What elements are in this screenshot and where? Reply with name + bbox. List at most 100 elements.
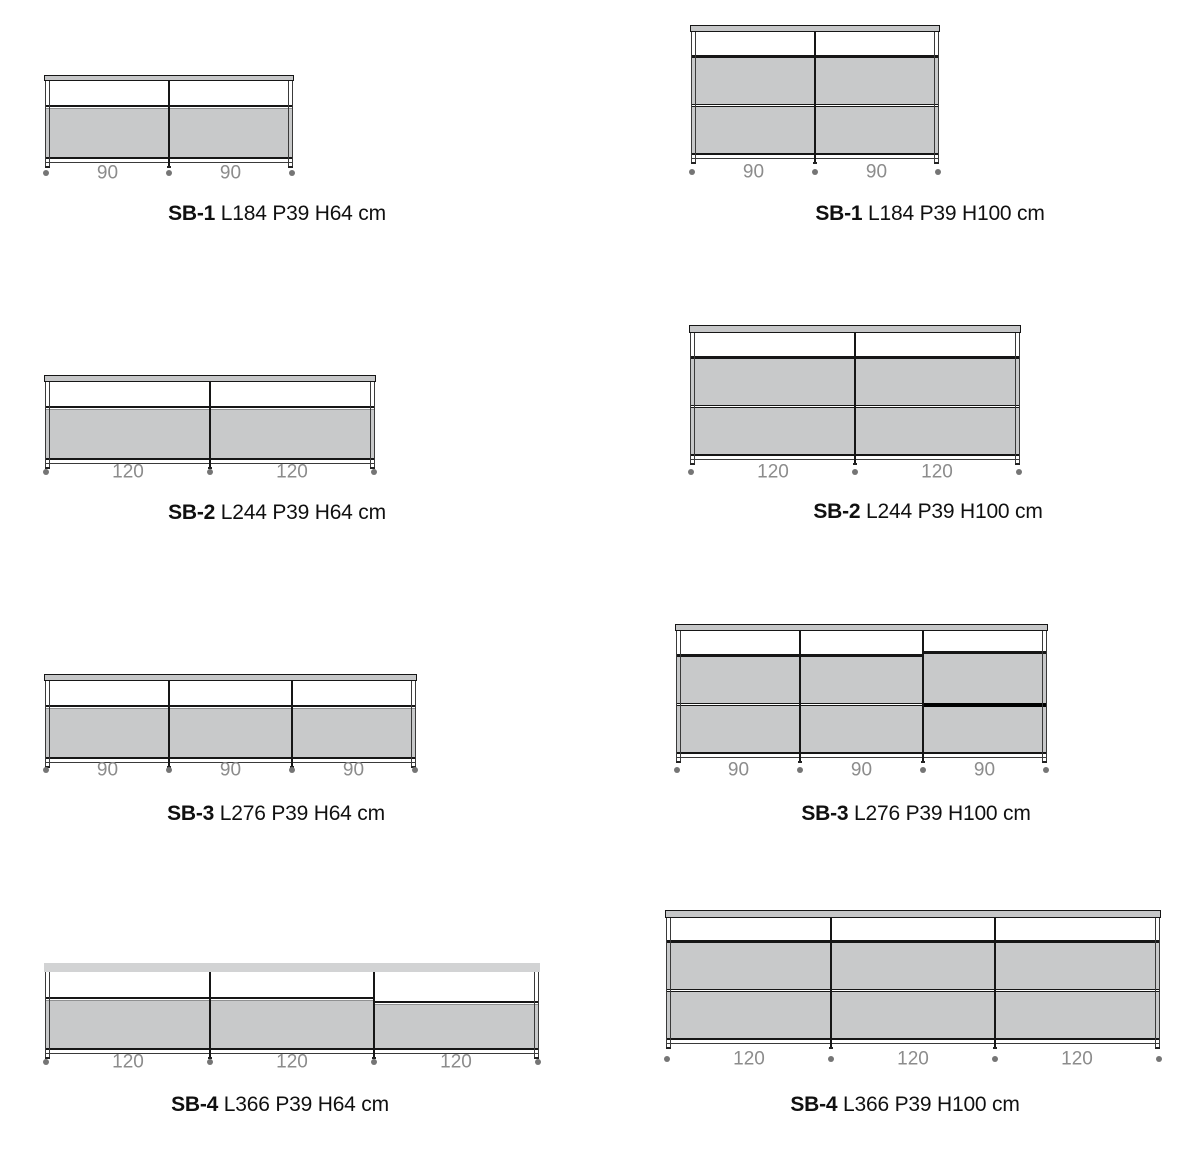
frame-foot [934, 162, 939, 164]
bottom-rail [292, 757, 415, 759]
open-shelf [46, 681, 169, 705]
cabinet-top-panel [689, 325, 1021, 333]
cabinet-module [831, 918, 995, 1040]
frame-leg [922, 631, 924, 762]
bottom-rail [210, 1048, 374, 1050]
cabinet-module [815, 32, 938, 155]
caption-model: SB-4 [171, 1093, 219, 1116]
shelf-rail [831, 940, 995, 943]
dimension-label: 90 [342, 759, 365, 781]
cabinet-body [45, 382, 375, 469]
frame-foot [829, 1047, 833, 1049]
shelf-rail [374, 1001, 538, 1005]
drawer-panel [292, 709, 415, 757]
caption-specs: L244 P39 H100 cm [866, 500, 1043, 523]
dimension-dot [371, 469, 377, 475]
unit-sb2-h64 [44, 375, 376, 469]
drawer-panel [855, 359, 1019, 405]
unit-caption: SB-2 L244 P39 H100 cm [813, 500, 1042, 523]
drawer-divider [923, 703, 1046, 707]
shelf-rail [46, 105, 169, 109]
dimension-dot [535, 1059, 541, 1065]
drawer-panel [800, 657, 923, 703]
base-rail [667, 1043, 1159, 1044]
cabinet-body [690, 333, 1020, 465]
cabinet-top-panel [665, 910, 1161, 918]
dimension-label: 90 [973, 759, 996, 781]
caption-model: SB-3 [801, 802, 849, 825]
drawer-divider [831, 989, 995, 992]
drawer-panel [923, 654, 1046, 703]
base-rail [46, 762, 415, 763]
cabinet-body [691, 32, 939, 164]
frame-foot [370, 467, 375, 469]
frame-foot [921, 761, 925, 763]
unit-sb4-h64 [44, 963, 540, 1059]
frame-foot [208, 1057, 212, 1059]
dimension-dot [412, 767, 418, 773]
cabinet-module [692, 32, 815, 155]
dimension-label: 120 [112, 461, 144, 483]
bottom-rail [995, 1038, 1159, 1040]
drawer-panel [831, 943, 995, 989]
cabinet-module [46, 81, 169, 159]
frame-leg [994, 918, 996, 1048]
unit-caption: SB-3 L276 P39 H100 cm [801, 802, 1030, 825]
drawer-divider [800, 703, 923, 706]
caption-model: SB-3 [167, 802, 215, 825]
bottom-rail [46, 458, 210, 460]
drawer-panel [169, 109, 292, 157]
open-shelf [923, 631, 1046, 651]
caption-specs: L366 P39 H100 cm [843, 1093, 1020, 1116]
caption-model: SB-4 [790, 1093, 838, 1116]
frame-leg [1155, 918, 1160, 1048]
frame-leg [209, 382, 211, 468]
shelf-rail [677, 654, 800, 657]
bottom-rail [46, 757, 169, 759]
drawer-divider [691, 405, 855, 408]
dimension-label: 90 [219, 759, 242, 781]
dimension-dot [688, 469, 694, 475]
drawer-panel [692, 58, 815, 104]
drawer-divider [692, 104, 815, 107]
drawer-panel [169, 709, 292, 757]
cabinet-body [45, 681, 416, 768]
frame-foot [45, 166, 50, 168]
drawer-panel [667, 943, 831, 989]
frame-foot [676, 761, 681, 763]
frame-foot [813, 162, 817, 164]
shelf-rail [210, 406, 374, 410]
drawer-panel [923, 707, 1046, 752]
dimension-dot [812, 169, 818, 175]
unit-caption: SB-2 L244 P39 H64 cm [168, 501, 386, 524]
open-shelf [667, 918, 831, 940]
cabinet-top-panel [44, 75, 294, 81]
shelf-rail [46, 705, 169, 709]
frame-foot [288, 166, 293, 168]
drawer-divider [815, 104, 938, 107]
dimension-label: 120 [112, 1051, 144, 1073]
shelf-rail [169, 705, 292, 709]
frame-leg [814, 32, 816, 163]
bottom-rail [210, 458, 374, 460]
dimension-dot [43, 1059, 49, 1065]
drawer-panel [677, 706, 800, 752]
unit-caption: SB-1 L184 P39 H64 cm [168, 202, 386, 225]
bottom-rail [923, 752, 1046, 754]
dimension-label: 90 [96, 162, 119, 184]
frame-foot [798, 761, 802, 763]
frame-foot [1042, 761, 1047, 763]
cabinet-module [210, 382, 374, 460]
frame-leg [411, 681, 416, 767]
caption-specs: L244 P39 H64 cm [220, 501, 386, 524]
frame-foot [853, 463, 857, 465]
bottom-rail [46, 1048, 210, 1050]
frame-foot [666, 1047, 671, 1049]
dimension-dot [43, 469, 49, 475]
dimension-label: 90 [727, 759, 750, 781]
frame-leg [168, 681, 170, 767]
open-shelf [691, 333, 855, 356]
frame-foot [993, 1047, 997, 1049]
dimension-label: 120 [1061, 1048, 1093, 1070]
frame-leg [666, 918, 671, 1048]
